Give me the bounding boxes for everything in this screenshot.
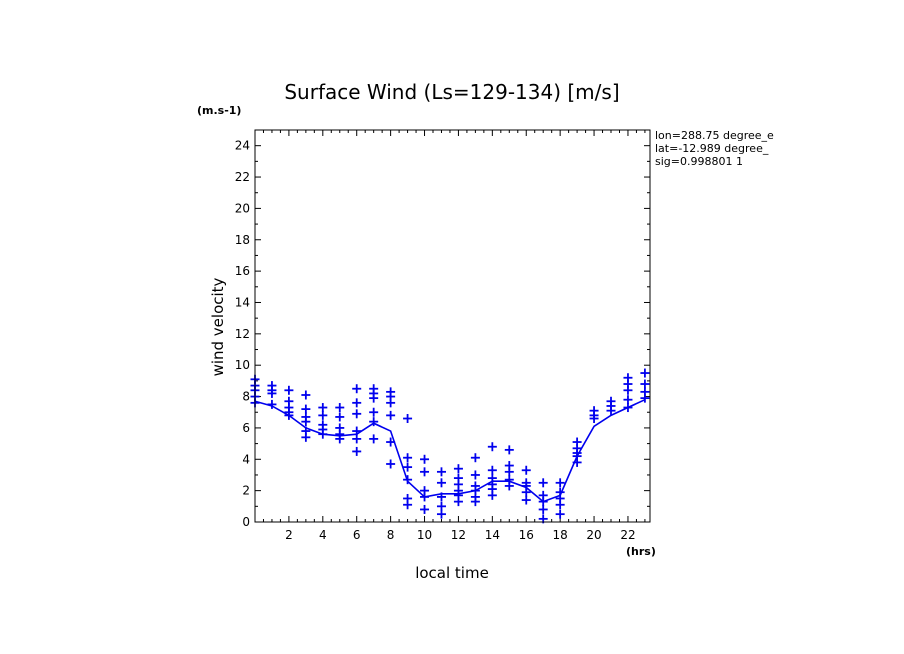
info-line: lon=288.75 degree_e	[655, 129, 774, 142]
x-tick-label: 4	[319, 528, 327, 542]
data-point	[301, 390, 311, 400]
y-tick-label: 14	[235, 295, 250, 309]
x-tick-label: 12	[451, 528, 466, 542]
data-point	[301, 417, 311, 427]
data-point	[487, 490, 497, 500]
info-line: lat=-12.989 degree_	[655, 142, 769, 155]
data-point	[369, 393, 379, 403]
data-point	[521, 465, 531, 475]
y-tick-label: 22	[235, 170, 250, 184]
x-tick-label: 2	[285, 528, 293, 542]
data-point	[352, 446, 362, 456]
chart-title: Surface Wind (Ls=129-134) [m/s]	[284, 80, 619, 104]
data-point	[555, 478, 565, 488]
x-axis-title: local time	[415, 564, 489, 582]
data-point	[420, 454, 430, 464]
data-point	[504, 481, 514, 491]
data-point	[453, 497, 463, 507]
y-tick-label: 24	[235, 139, 250, 153]
data-point	[453, 464, 463, 474]
y-tick-label: 6	[242, 421, 250, 435]
data-point	[487, 465, 497, 475]
data-point	[470, 453, 480, 463]
x-tick-label: 22	[620, 528, 635, 542]
y-axis-title: wind velocity	[209, 277, 227, 376]
data-point	[623, 395, 633, 405]
data-point	[284, 385, 294, 395]
data-point	[352, 398, 362, 408]
y-tick-label: 2	[242, 484, 250, 498]
x-tick-label: 18	[553, 528, 568, 542]
data-point	[555, 509, 565, 519]
data-point	[420, 504, 430, 514]
data-point	[403, 414, 413, 424]
data-point	[640, 368, 650, 378]
y-tick-label: 10	[235, 358, 250, 372]
mean-wind-line	[254, 398, 646, 503]
data-point	[538, 504, 548, 514]
data-point	[538, 478, 548, 488]
y-tick-label: 16	[235, 264, 250, 278]
data-point	[436, 478, 446, 488]
x-tick-label: 16	[519, 528, 534, 542]
data-point	[386, 410, 396, 420]
data-point	[640, 379, 650, 389]
data-point	[606, 406, 616, 416]
x-tick-label: 14	[485, 528, 500, 542]
data-point	[369, 434, 379, 444]
data-point	[335, 403, 345, 413]
y-tick-label: 0	[242, 515, 250, 529]
y-tick-label: 8	[242, 390, 250, 404]
data-point	[555, 500, 565, 510]
data-point	[623, 385, 633, 395]
data-point	[318, 403, 328, 413]
info-line: sig=0.998801 1	[655, 155, 743, 168]
y-tick-label: 20	[235, 201, 250, 215]
data-point	[640, 393, 650, 403]
data-point	[403, 453, 413, 463]
data-point	[352, 434, 362, 444]
data-point	[267, 388, 277, 398]
data-point	[436, 467, 446, 477]
data-point	[352, 409, 362, 419]
data-point	[521, 495, 531, 505]
y-tick-label: 4	[242, 452, 250, 466]
chart-marks	[250, 368, 650, 524]
data-point	[487, 442, 497, 452]
data-point	[301, 432, 311, 442]
data-point	[436, 509, 446, 519]
data-point	[386, 459, 396, 469]
y-unit-label: (m.s-1)	[197, 104, 241, 117]
data-point	[436, 501, 446, 511]
x-tick-label: 8	[387, 528, 395, 542]
data-point	[470, 497, 480, 507]
y-tick-label: 18	[235, 233, 250, 247]
data-point	[504, 445, 514, 455]
x-tick-label: 20	[586, 528, 601, 542]
y-tick-label: 12	[235, 327, 250, 341]
data-point	[504, 467, 514, 477]
x-unit-label: (hrs)	[626, 545, 656, 558]
data-point	[352, 384, 362, 394]
data-point	[369, 417, 379, 427]
data-point	[301, 404, 311, 414]
plot-frame	[254, 129, 651, 523]
data-point	[589, 414, 599, 424]
data-point	[369, 407, 379, 417]
data-point	[386, 398, 396, 408]
data-point	[318, 410, 328, 420]
x-tick-label: 6	[353, 528, 361, 542]
data-point	[403, 500, 413, 510]
x-tick-label: 10	[417, 528, 432, 542]
data-point	[521, 487, 531, 497]
data-point	[420, 467, 430, 477]
data-point	[335, 412, 345, 422]
data-point	[403, 462, 413, 472]
data-point	[470, 470, 480, 480]
